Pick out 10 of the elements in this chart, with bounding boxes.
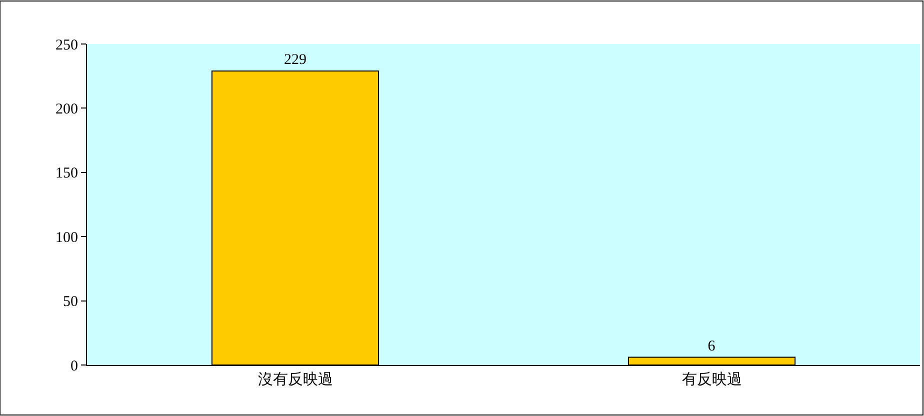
y-tick-label: 50 [63, 294, 78, 310]
x-tick-label: 沒有反映過 [258, 370, 333, 388]
y-tick-label: 200 [56, 101, 78, 118]
y-tick-label: 100 [56, 230, 78, 246]
data-label: 229 [284, 52, 306, 68]
y-tick-label: 0 [70, 358, 78, 374]
data-label: 6 [708, 338, 716, 354]
y-tick-label: 250 [56, 37, 78, 54]
x-tick-label: 有反映過 [682, 370, 742, 388]
y-tick-label: 150 [56, 166, 78, 182]
